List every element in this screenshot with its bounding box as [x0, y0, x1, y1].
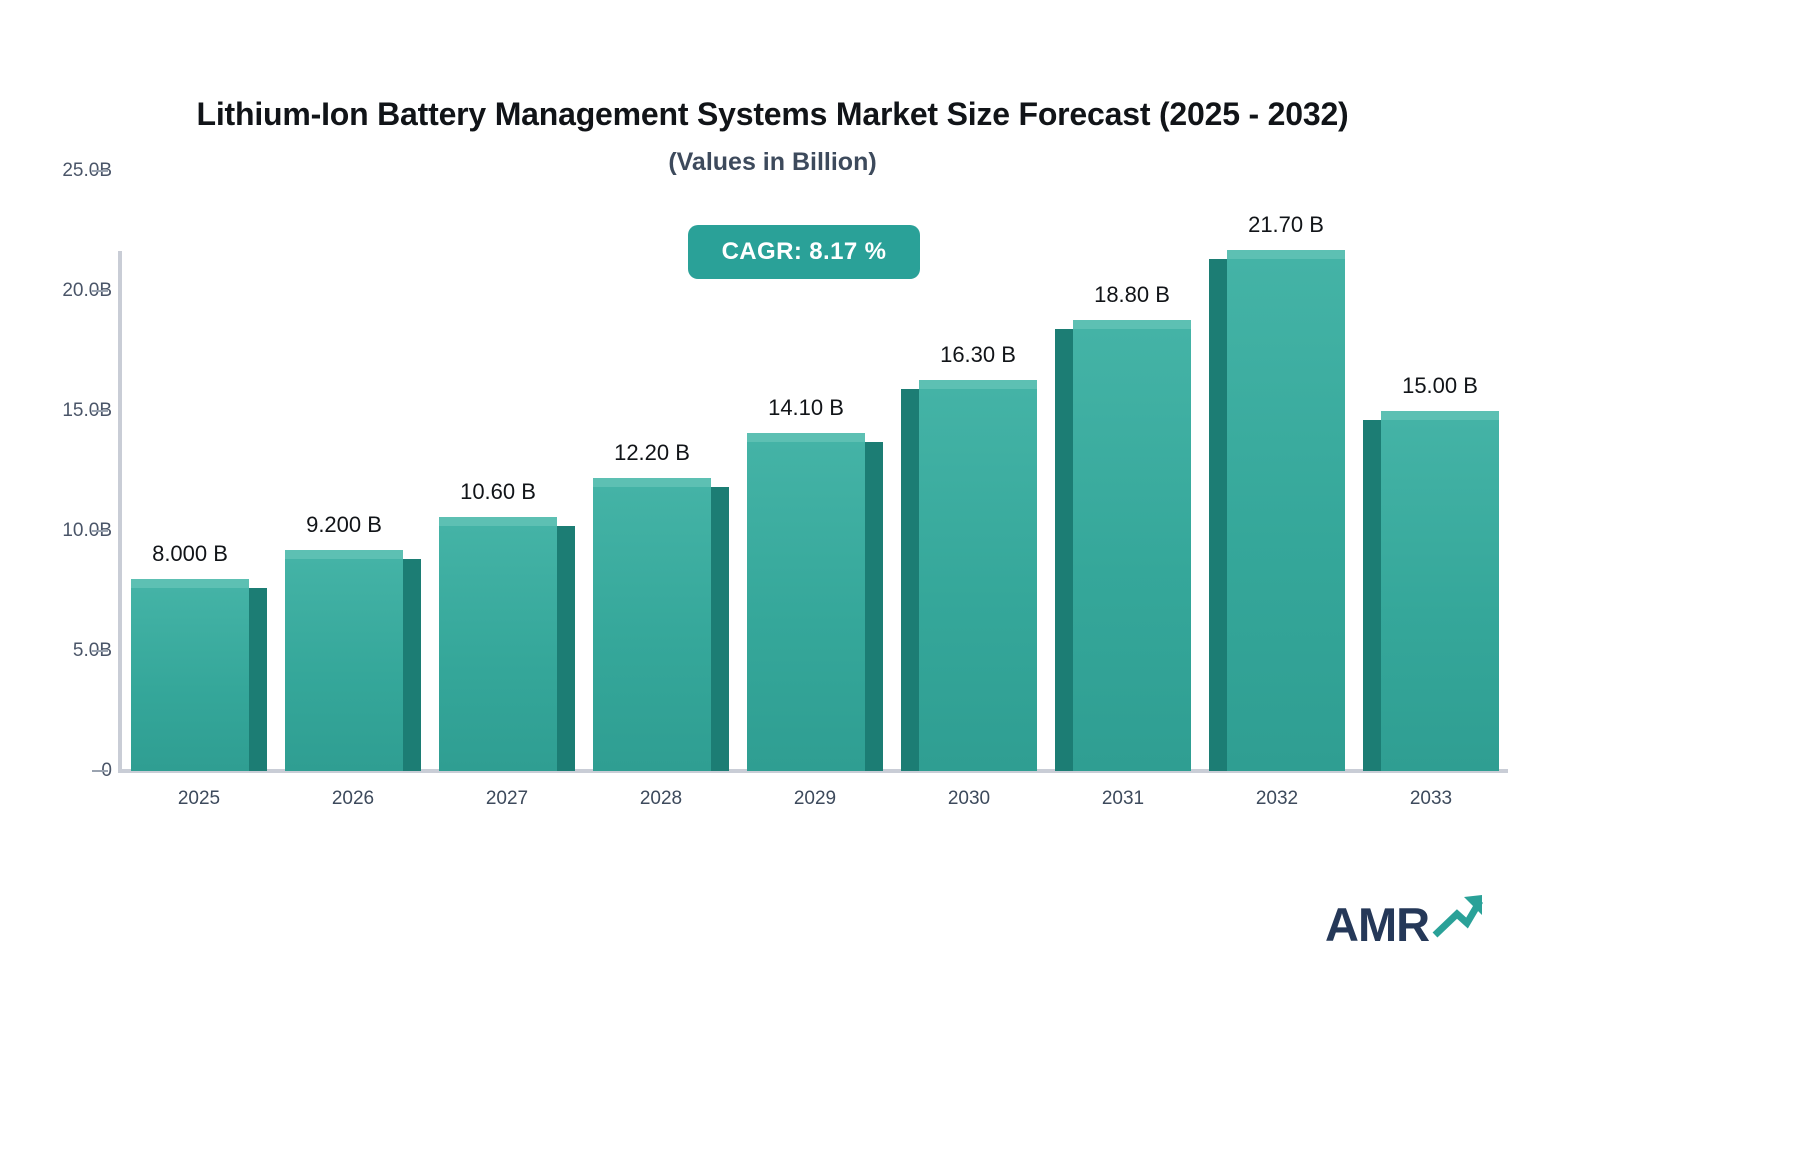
bar-side-face — [557, 525, 575, 771]
x-axis-label-2030: 2030 — [947, 788, 991, 809]
cagr-badge-label: CAGR: 8.17 % — [721, 238, 887, 265]
bar-front-face — [1227, 259, 1345, 771]
y-axis-tick-label: 20.0B — [62, 280, 112, 301]
bar-front-face — [593, 487, 711, 771]
x-axis-label-2027: 2027 — [485, 788, 529, 809]
y-axis-tick-label: 15.0B — [62, 400, 112, 421]
x-axis-label-2033: 2033 — [1409, 788, 1453, 809]
x-axis-label-2028: 2028 — [639, 788, 683, 809]
bar-side-face — [1055, 328, 1073, 771]
bar-side-face — [711, 487, 729, 771]
bar-top-face — [285, 550, 403, 560]
y-axis-tick-mark — [92, 410, 108, 412]
amr-logo: AMR — [1325, 893, 1484, 951]
bar-front-face — [285, 559, 403, 771]
bar-top-face — [439, 516, 557, 526]
bar-side-face — [1209, 259, 1227, 771]
x-axis-label-2031: 2031 — [1101, 788, 1145, 809]
bar-front-face — [131, 588, 249, 771]
cagr-badge: CAGR: 8.17 % — [688, 225, 920, 279]
bar-top-face — [593, 478, 711, 488]
bar-front-face — [1073, 328, 1191, 771]
x-axis-line — [118, 769, 1508, 773]
y-axis-tick-mark — [92, 170, 108, 172]
bar-top-face — [919, 379, 1037, 389]
amr-logo-text: AMR — [1325, 898, 1430, 951]
bar-top-face — [1227, 250, 1345, 260]
bar-front-face — [919, 388, 1037, 771]
bar-side-face — [403, 559, 421, 771]
bar-value-label: 15.00 B — [1402, 373, 1478, 398]
bar-top-face — [1073, 319, 1191, 329]
y-axis-tick-mark — [92, 530, 108, 532]
bar-value-label: 14.10 B — [768, 394, 844, 420]
bar-front-face — [439, 525, 557, 771]
bar-value-label: 12.20 B — [614, 440, 690, 466]
bar-value-label: 16.30 B — [940, 341, 1016, 367]
bar-side-face — [249, 588, 267, 771]
bar-value-label: 9.200 B — [306, 512, 382, 538]
bar-top-face — [747, 432, 865, 442]
x-axis-label-2032: 2032 — [1255, 788, 1299, 809]
x-axis-label-2025: 2025 — [177, 788, 221, 809]
growth-arrow-icon — [1431, 893, 1484, 944]
chart-title: Lithium-Ion Battery Management Systems M… — [196, 96, 1349, 132]
y-axis-tick-label: 10.0B — [62, 520, 112, 541]
bar-front-face — [1381, 420, 1499, 771]
bar-top-face — [131, 579, 249, 588]
bar-value-label: 8.000 B — [152, 541, 228, 566]
x-axis-label-2029: 2029 — [793, 788, 837, 809]
x-axis-label-2026: 2026 — [331, 788, 375, 809]
bar-value-label: 21.70 B — [1248, 212, 1324, 238]
bar-value-label: 10.60 B — [460, 478, 536, 504]
y-axis-tick-mark — [92, 650, 108, 652]
y-axis-tick-label: 25.0B — [62, 160, 112, 181]
y-axis-tick-mark — [92, 770, 108, 772]
bar-side-face — [865, 441, 883, 771]
bar-side-face — [1363, 420, 1381, 771]
bar-side-face — [901, 388, 919, 771]
bar-value-label: 18.80 B — [1094, 281, 1170, 307]
y-axis-tick-mark — [92, 290, 108, 292]
chart-subtitle: (Values in Billion) — [668, 148, 877, 176]
bar-top-face — [1381, 411, 1499, 420]
y-axis-line — [118, 251, 122, 771]
bar-front-face — [747, 441, 865, 771]
